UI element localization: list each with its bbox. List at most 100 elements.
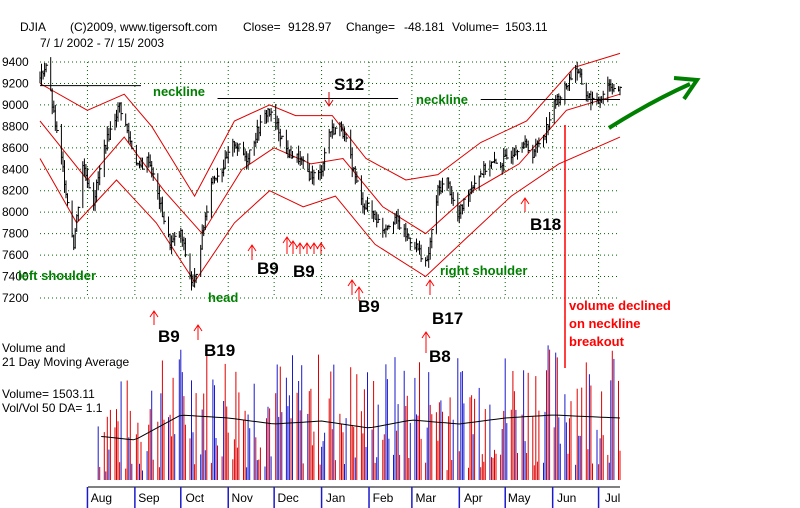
price-bar xyxy=(195,273,199,284)
x-tick-label: Feb xyxy=(373,491,394,505)
price-bar xyxy=(549,112,552,130)
price-bar xyxy=(227,146,231,164)
price-bar xyxy=(163,211,166,225)
price-bar xyxy=(142,157,145,170)
price-bar xyxy=(131,140,134,150)
x-tick-label: Nov xyxy=(232,491,253,505)
x-tick-label: Oct xyxy=(185,491,204,505)
price-bar xyxy=(292,151,295,159)
price-bar xyxy=(206,205,209,221)
price-bar xyxy=(302,156,306,169)
uptrend-arrow xyxy=(607,82,691,130)
close-value: 9128.97 xyxy=(288,20,332,34)
signal-label-b17: B17 xyxy=(432,309,463,328)
price-bar xyxy=(88,179,91,189)
close-label: Close= xyxy=(243,20,281,34)
x-tick-label: Dec xyxy=(277,491,298,505)
volume-title-2: 21 Day Moving Average xyxy=(2,355,130,369)
necklines: neckline neckline xyxy=(40,84,620,107)
price-bar xyxy=(356,171,359,183)
price-bar xyxy=(313,169,316,186)
price-bar xyxy=(334,127,338,135)
price-bar xyxy=(506,148,509,160)
price-bar xyxy=(77,206,81,221)
date-range: 7/ 1/ 2002 - 7/ 15/ 2003 xyxy=(40,36,164,50)
x-tick-label: Aug xyxy=(91,491,112,505)
middle-band xyxy=(39,93,621,235)
x-tick-label: Jan xyxy=(326,491,345,505)
signal-label-b9-nov: B9 xyxy=(257,259,279,278)
volume-title-1: Volume and xyxy=(2,341,65,355)
annotation-line-3: breakout xyxy=(569,334,625,349)
volume-value: 1503.11 xyxy=(505,20,548,34)
price-bar xyxy=(217,167,220,183)
price-bar xyxy=(109,121,113,140)
signal-label-b9-jan: B9 xyxy=(358,297,380,316)
y-tick-label: 7400 xyxy=(2,270,29,284)
x-tick-label: Apr xyxy=(464,491,483,505)
price-bar xyxy=(367,196,370,212)
price-bar xyxy=(538,137,541,148)
price-bar xyxy=(249,149,252,164)
month-axis: Aug Sep Oct Nov Dec Jan Feb Mar Apr May Jun Jul xyxy=(86,486,620,508)
signal-label-s12: S12 xyxy=(334,75,364,94)
uptrend-arrow-head xyxy=(673,76,701,101)
x-tick-label: Mar xyxy=(416,491,437,505)
price-bar xyxy=(442,177,445,193)
y-tick-label: 9000 xyxy=(2,98,29,112)
x-tick-label: Jun xyxy=(557,491,576,505)
x-tick-label: May xyxy=(508,491,531,505)
pattern-left-shoulder: left shoulder xyxy=(18,268,96,283)
price-bar xyxy=(45,63,49,73)
pattern-head: head xyxy=(208,290,238,305)
price-bar xyxy=(324,148,327,171)
annotation-line-1: volume declined xyxy=(569,298,671,313)
y-tick-label: 7800 xyxy=(2,227,29,241)
annotation-line-2: on neckline xyxy=(569,316,641,331)
y-tick-label: 8400 xyxy=(2,162,29,176)
y-tick-label: 8200 xyxy=(2,184,29,198)
price-bar xyxy=(388,224,391,230)
y-tick-label: 7600 xyxy=(2,248,29,262)
price-bar xyxy=(581,68,584,85)
y-tick-label: 8600 xyxy=(2,141,29,155)
signal-label-b8: B8 xyxy=(429,347,451,366)
y-tick-label: 9400 xyxy=(2,55,29,69)
price-bar xyxy=(474,175,477,189)
buy-signal-arrows xyxy=(149,197,530,353)
price-bar xyxy=(613,84,616,93)
price-bar xyxy=(484,163,488,175)
price-bar xyxy=(382,217,385,238)
price-bar xyxy=(559,95,563,105)
signal-label-b9-dec: B9 xyxy=(293,262,315,281)
price-bar xyxy=(351,147,355,178)
price-bar xyxy=(399,215,402,230)
price-bar xyxy=(120,102,124,121)
price-bar xyxy=(67,193,70,206)
price-bar xyxy=(238,143,241,152)
y-tick-label: 9200 xyxy=(2,76,29,90)
change-label: Change= xyxy=(346,20,395,34)
volume-bars xyxy=(97,345,621,480)
chart-symbol: DJIA xyxy=(20,20,46,34)
upper-band xyxy=(39,52,621,198)
price-bar xyxy=(570,71,573,81)
price-bar xyxy=(517,149,520,160)
price-bars xyxy=(39,57,622,291)
y-tick-label: 8800 xyxy=(2,119,29,133)
price-bar xyxy=(259,114,263,137)
signal-label-b18: B18 xyxy=(530,215,561,234)
price-bar xyxy=(478,175,482,191)
price-bar xyxy=(345,133,349,143)
price-bar xyxy=(409,237,413,251)
lower-band xyxy=(39,136,621,283)
y-tick-label: 8000 xyxy=(2,205,29,219)
price-bar xyxy=(56,121,59,133)
price-bar xyxy=(602,90,606,105)
neckline-label-1: neckline xyxy=(153,84,205,99)
price-bar xyxy=(71,200,75,238)
neckline-label-3: neckline xyxy=(416,92,468,107)
sell-signal-s12: S12 xyxy=(324,75,364,107)
price-bar xyxy=(592,91,595,105)
